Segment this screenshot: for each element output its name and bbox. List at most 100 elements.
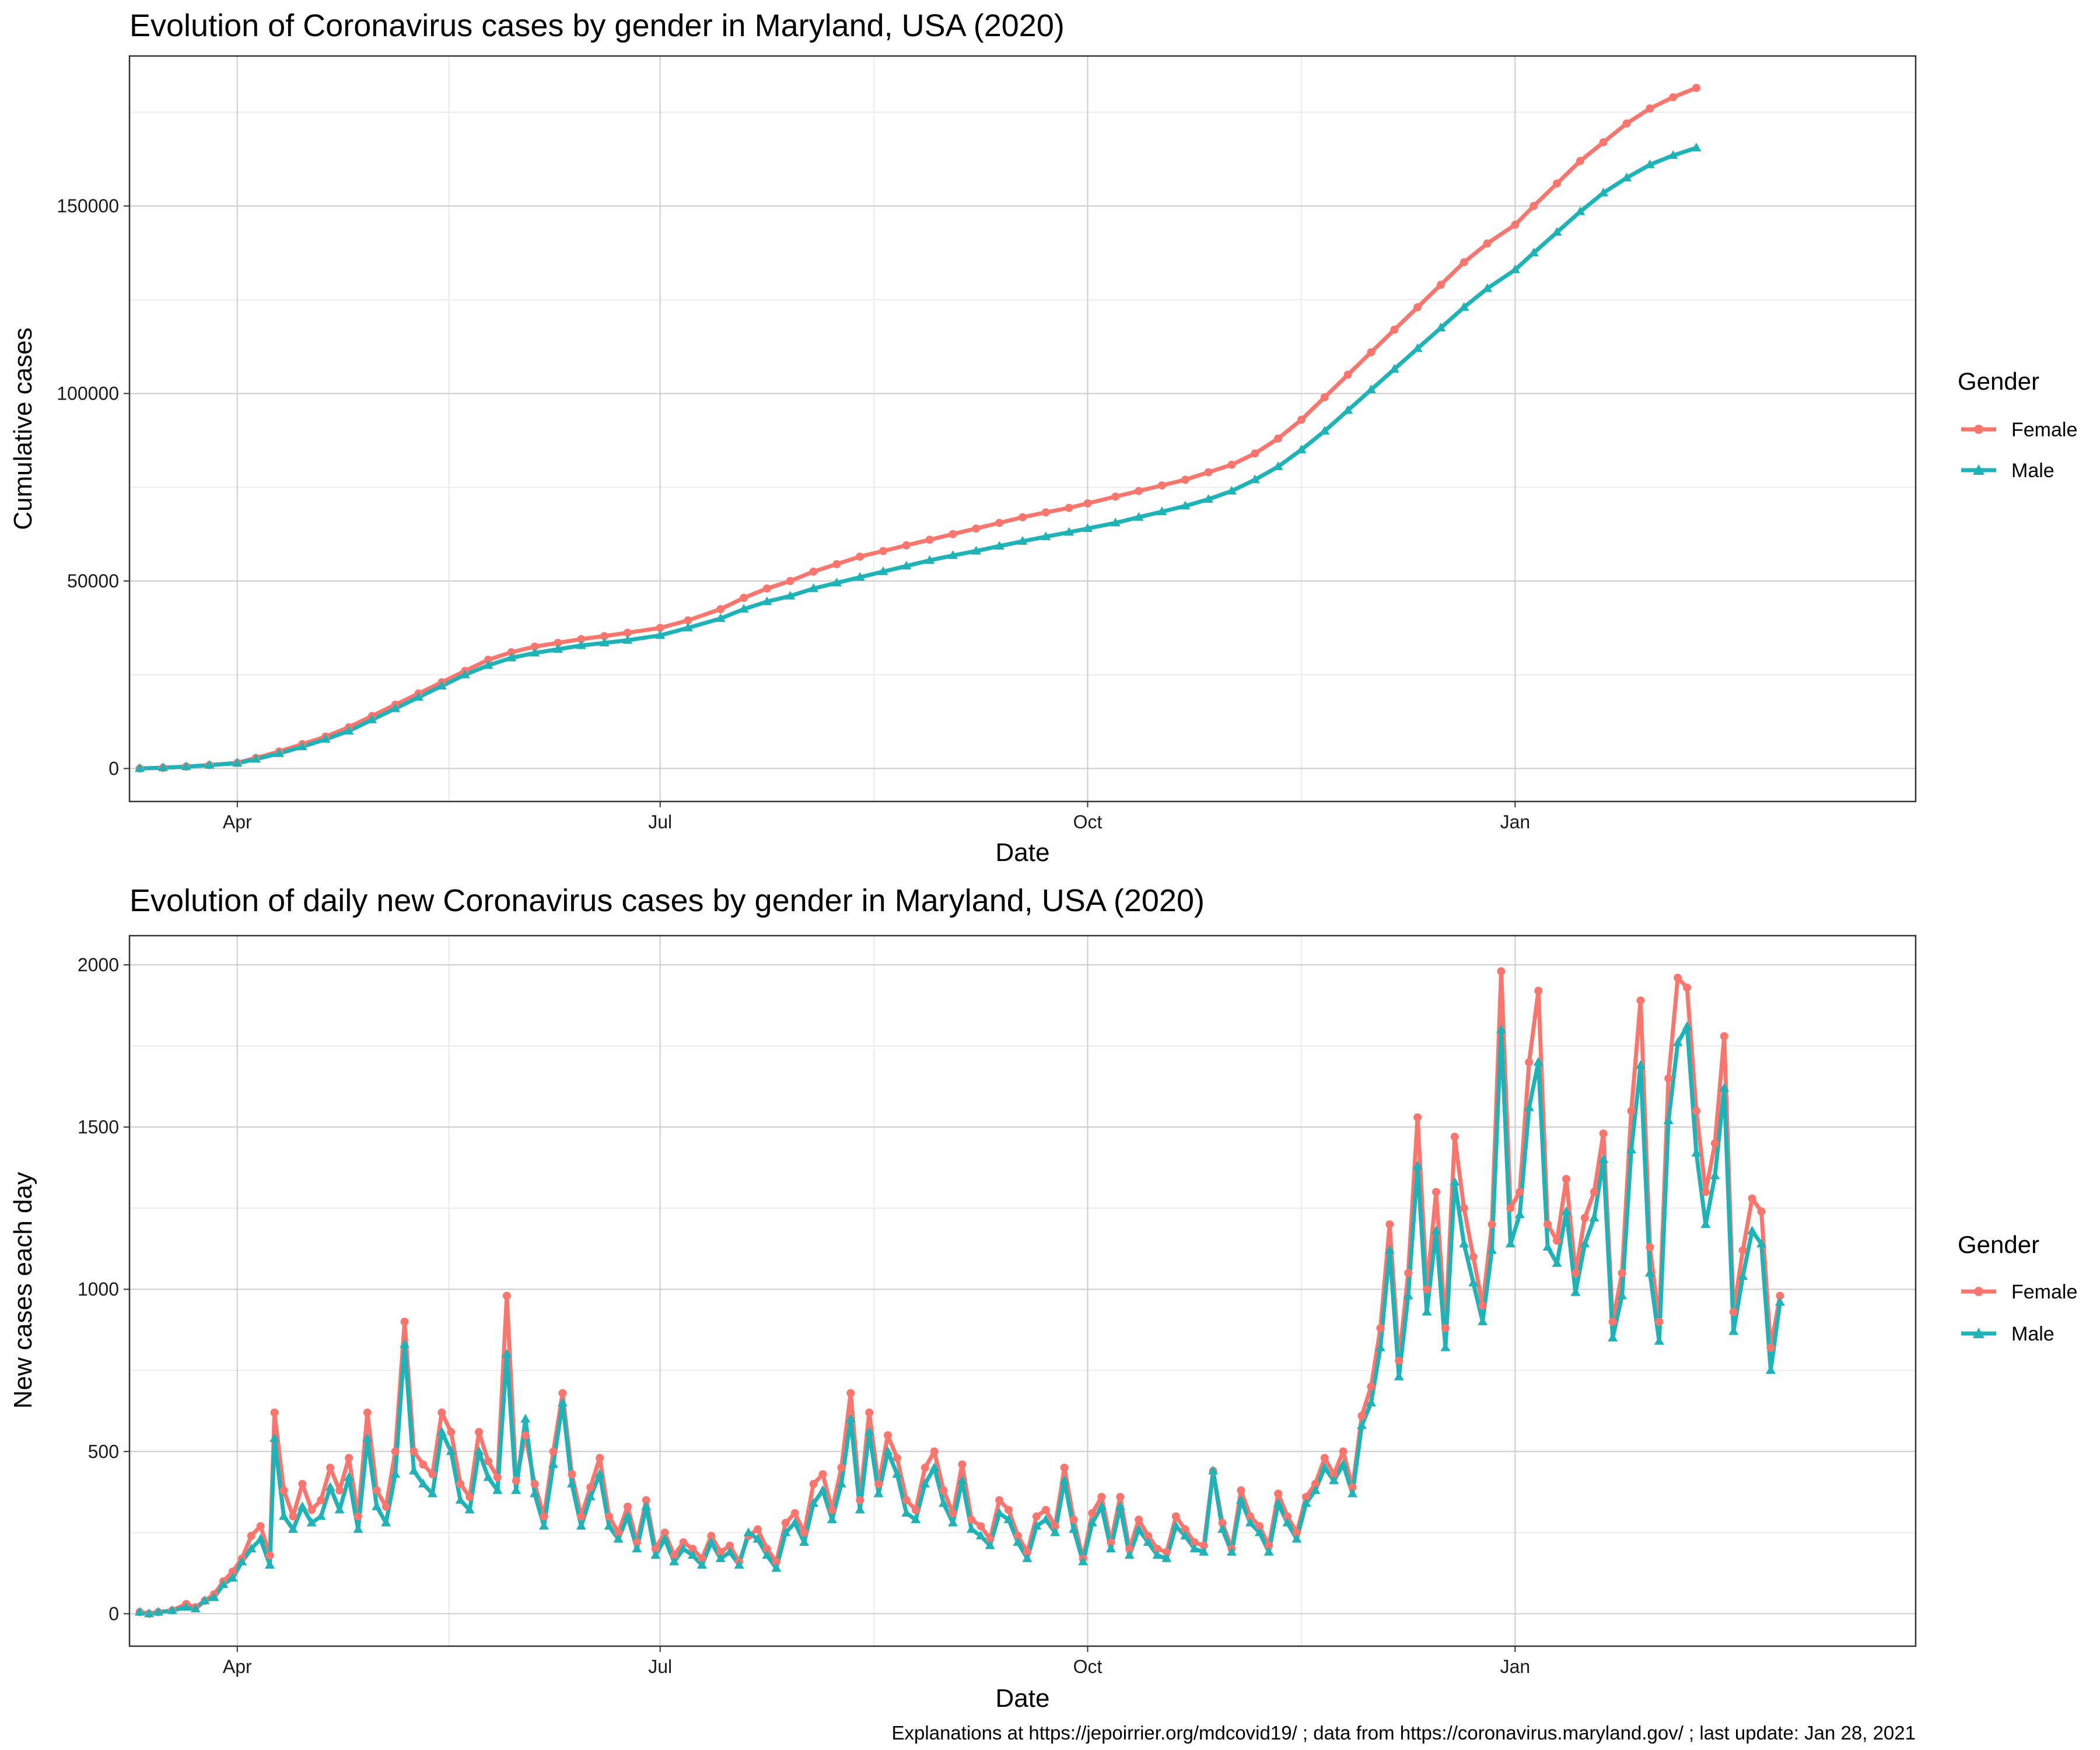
data-point-male: [925, 555, 935, 564]
y-tick-label: 150000: [57, 195, 119, 216]
data-point-male: [436, 1426, 447, 1436]
data-point-female: [1069, 1516, 1078, 1524]
data-point-male: [288, 1524, 298, 1533]
data-point-male: [1282, 1517, 1293, 1527]
data-point-male: [762, 596, 772, 606]
data-point-female: [1460, 258, 1468, 267]
y-tick-label: 500: [88, 1441, 119, 1462]
x-tick-label: Apr: [223, 811, 252, 832]
data-point-female: [507, 648, 516, 657]
data-point-male: [1292, 1534, 1302, 1543]
data-point-female: [1041, 1506, 1050, 1514]
data-point-female: [716, 1548, 725, 1556]
data-point-female: [1019, 513, 1027, 522]
data-point-female: [1511, 220, 1520, 229]
data-point-female: [1204, 468, 1213, 477]
data-point-female: [1525, 1058, 1534, 1066]
data-point-male: [687, 1550, 698, 1559]
data-point-female: [1674, 974, 1682, 982]
data-point-female: [1646, 1242, 1654, 1251]
data-point-female: [642, 1496, 650, 1504]
data-point-female: [335, 1486, 344, 1495]
data-point-female: [1469, 1252, 1478, 1261]
data-point-male: [827, 1514, 837, 1524]
data-point-female: [986, 1535, 995, 1544]
data-point-male: [660, 1534, 670, 1543]
data-point-male: [883, 1446, 893, 1455]
data-point-female: [438, 1408, 446, 1417]
data-point-female: [1692, 83, 1701, 92]
data-point-female: [1199, 1541, 1208, 1550]
data-point-female: [1181, 475, 1189, 484]
data-point-male: [892, 1469, 902, 1478]
data-point-female: [475, 1427, 484, 1436]
data-point-female: [493, 1473, 502, 1482]
data-point-female: [1729, 1308, 1738, 1317]
x-axis-title: Date: [996, 1684, 1050, 1713]
legend-title: Gender: [1958, 1231, 2039, 1258]
data-point-male: [158, 762, 168, 772]
data-point-female: [1413, 303, 1422, 312]
data-point-male: [576, 640, 586, 649]
data-point-male: [1384, 1245, 1395, 1254]
data-point-male: [1514, 1209, 1525, 1219]
data-point-male: [566, 1478, 577, 1488]
data-point-male: [1765, 1365, 1776, 1374]
data-point-male: [706, 1537, 716, 1546]
data-point-female: [419, 1460, 428, 1469]
plot-background: [130, 56, 1916, 802]
data-point-male: [362, 1433, 373, 1443]
data-point-female: [1339, 1447, 1348, 1456]
data-point-female: [265, 1551, 274, 1560]
data-point-female: [1636, 996, 1645, 1005]
data-point-male: [762, 1550, 772, 1559]
data-point-male: [135, 763, 145, 772]
data-point-female: [1357, 1412, 1366, 1420]
data-point-male: [994, 541, 1005, 550]
legend-title: Gender: [1958, 368, 2039, 395]
data-point-female: [1135, 487, 1143, 495]
data-point-female: [1701, 1188, 1710, 1196]
data-point-female: [1218, 1518, 1227, 1527]
data-point-male: [1542, 1241, 1553, 1251]
y-axis-title: New cases each day: [9, 1172, 37, 1409]
data-point-male: [1273, 1498, 1283, 1507]
data-point-female: [1669, 93, 1678, 102]
data-point-female: [832, 560, 841, 569]
x-tick-label: Jan: [1500, 811, 1531, 832]
data-point-female: [1655, 1317, 1664, 1326]
data-point-female: [753, 1525, 762, 1534]
data-point-male: [1208, 1465, 1219, 1475]
data-point-female: [930, 1447, 939, 1456]
data-point-female: [400, 1317, 409, 1326]
data-point-female: [716, 605, 725, 614]
legend-label-female: Female: [2011, 419, 2077, 441]
data-point-male: [948, 1517, 958, 1527]
data-point-male: [297, 1501, 307, 1510]
data-point-male: [1644, 159, 1655, 169]
data-point-female: [344, 1454, 353, 1462]
data-point-male: [808, 1498, 819, 1507]
data-point-female: [939, 1486, 948, 1495]
data-point-female: [1065, 503, 1073, 512]
data-point-male: [1575, 206, 1586, 215]
data-point-female: [484, 656, 492, 664]
data-point-female: [1181, 1525, 1189, 1534]
data-point-female: [1530, 202, 1538, 211]
data-point-male: [715, 1553, 726, 1562]
y-axis-ticks: 0 500 1000 1500 2000: [78, 954, 130, 1624]
data-point-male: [1505, 1238, 1516, 1248]
data-point-female: [326, 1464, 335, 1472]
x-tick-label: Jul: [648, 1656, 672, 1677]
caption: Explanations at https://jepoirrier.org/m…: [892, 1722, 1916, 1744]
cumulative-chart: Evolution of Coronavirus cases by gender…: [9, 8, 2077, 867]
data-point-male: [418, 1478, 428, 1488]
data-point-female: [1097, 1493, 1106, 1502]
data-point-male: [1133, 1524, 1144, 1533]
data-point-male: [464, 1504, 475, 1514]
data-point-male: [306, 1517, 317, 1527]
data-point-female: [1776, 1292, 1784, 1300]
data-point-male: [181, 761, 191, 771]
data-point-female: [1227, 460, 1236, 469]
data-point-male: [1226, 1546, 1237, 1556]
